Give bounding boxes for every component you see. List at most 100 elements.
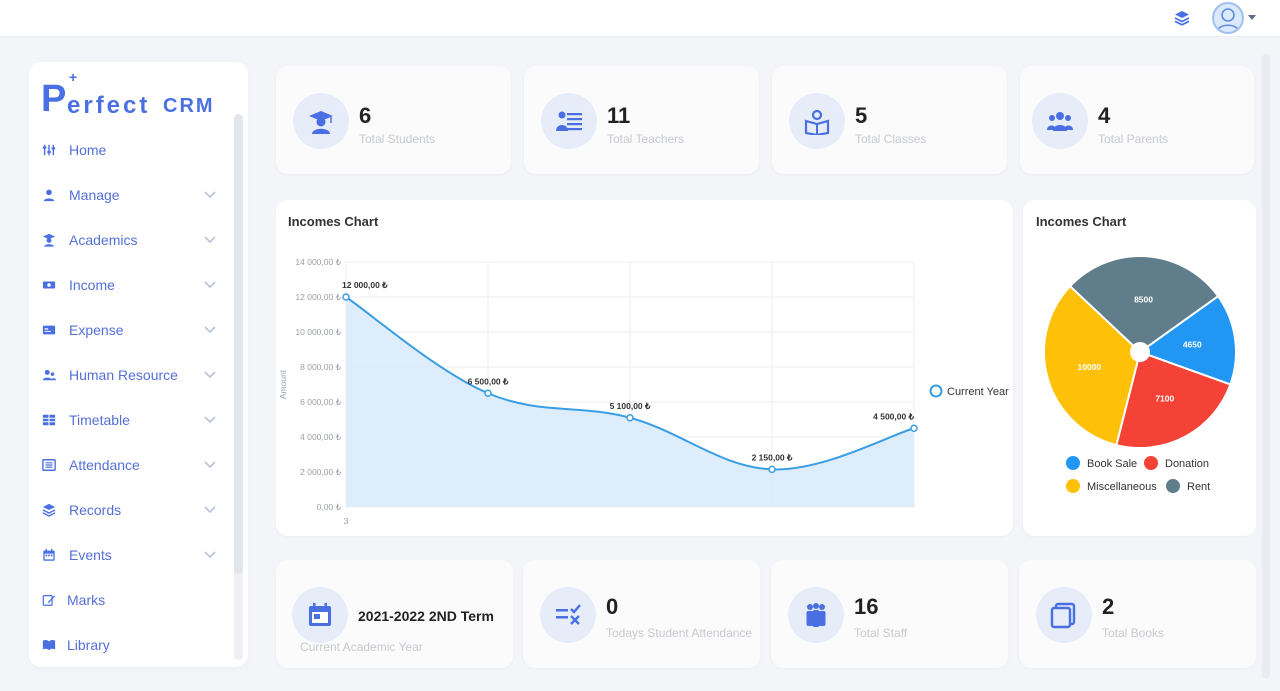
legend-marker	[1066, 479, 1080, 493]
stat-card-total-books[interactable]: 2 Total Books	[1019, 560, 1256, 668]
legend-label: Rent	[1187, 481, 1210, 493]
sidebar-item-events[interactable]: Events	[29, 540, 229, 570]
sidebar-item-label: Expense	[69, 322, 124, 338]
legend-label: Donation	[1165, 458, 1209, 470]
user-icon	[41, 187, 57, 203]
stat-label: Total Staff	[854, 626, 908, 640]
table-icon	[41, 412, 57, 428]
line-chart: 0,00 ₺ 2 000,00 ₺ 4 000,00 ₺ 6 000,00 ₺ 8 00…	[278, 257, 1009, 526]
money-icon	[41, 277, 57, 293]
pie-center	[1130, 342, 1150, 362]
pie-value-label: 4650	[1183, 340, 1202, 350]
avatar[interactable]	[1212, 2, 1244, 34]
stat-label: Total Classes	[855, 132, 927, 146]
stat-card-current-academic-year[interactable]: 2021-2022 2ND Term Current Academic Year	[276, 560, 513, 668]
stat-value: 2	[1102, 594, 1115, 619]
chevron-down-icon[interactable]	[204, 415, 216, 425]
x-tick-label: 3	[344, 516, 349, 526]
book-icon	[41, 637, 57, 653]
books-icon	[1036, 587, 1092, 643]
sidebar-item-label: Home	[69, 142, 107, 158]
sidebar-scrollbar-thumb[interactable]	[234, 114, 243, 574]
list-icon	[41, 457, 57, 473]
sidebar-item-timetable[interactable]: Timetable	[29, 405, 229, 435]
stat-card-total-parents[interactable]: 4 Total Parents	[1020, 66, 1254, 174]
y-tick-label: 4 000,00 ₺	[300, 432, 341, 442]
chevron-down-icon[interactable]	[204, 505, 216, 515]
sidebar-item-expense[interactable]: Expense	[29, 315, 229, 345]
data-label: 4 500,00 ₺	[873, 411, 914, 421]
chevron-down-icon[interactable]	[204, 325, 216, 335]
stat-card-total-classes[interactable]: 5 Total Classes	[772, 66, 1007, 174]
layers-icon	[41, 502, 57, 518]
chevron-down-icon[interactable]	[204, 280, 216, 290]
stat-card-total-teachers[interactable]: 11 Total Teachers	[524, 66, 759, 174]
data-label: 12 000,00 ₺	[342, 280, 388, 290]
data-label: 5 100,00 ₺	[610, 401, 651, 411]
pie-value-label: 7100	[1155, 394, 1174, 404]
pie-slice-book-sale	[1137, 294, 1237, 386]
data-point	[484, 389, 492, 397]
sidebar-item-attendance[interactable]: Attendance	[29, 450, 229, 480]
parents-icon	[1032, 93, 1088, 149]
sidebar-item-label: Attendance	[69, 457, 140, 473]
stat-card-total-students[interactable]: 6 Total Students	[276, 66, 511, 174]
stat-label: Total Teachers	[607, 132, 685, 146]
edit-icon	[41, 592, 57, 608]
teacher-icon	[541, 93, 597, 149]
stat-label: Total Students	[359, 132, 436, 146]
chevron-down-icon[interactable]	[204, 370, 216, 380]
sidebar-item-human-resource[interactable]: Human Resource	[29, 360, 229, 390]
stat-card-todays-student-attendance[interactable]: 0 Todays Student Attendance	[523, 560, 760, 668]
legend-label: Miscellaneous	[1087, 481, 1157, 493]
y-axis-title: Amount	[278, 369, 288, 399]
data-point	[626, 414, 634, 422]
sidebar-item-library[interactable]: Library	[29, 630, 229, 660]
data-point	[342, 293, 350, 301]
user-avatar-icon	[1216, 8, 1240, 32]
pie-chart-title: Incomes Chart	[1036, 214, 1127, 229]
sidebar-item-home[interactable]: Home	[29, 135, 229, 165]
sidebar-item-income[interactable]: Income	[29, 270, 229, 300]
stat-value: 0	[606, 594, 619, 619]
chevron-down-icon[interactable]	[204, 460, 216, 470]
caret-down-icon[interactable]	[1247, 12, 1257, 22]
legend-marker	[1066, 456, 1080, 470]
pie-slice-miscellaneous	[1043, 284, 1142, 447]
stat-value: 6	[359, 103, 372, 128]
sidebar-item-records[interactable]: Records	[29, 495, 229, 525]
stat-value: 4	[1098, 103, 1111, 128]
pie-chart: 4650 7100 10000 8500 Book Sale Donation Miscel…	[1043, 255, 1237, 493]
stat-label: Total Parents	[1098, 132, 1169, 146]
incomes-line-chart-card: Incomes Chart 0,00 ₺ 2 000,00 ₺ 4 000,00 ₺…	[276, 200, 1013, 536]
chevron-down-icon[interactable]	[204, 235, 216, 245]
sidebar-item-marks[interactable]: Marks	[29, 585, 229, 615]
data-label: 6 500,00 ₺	[468, 376, 509, 386]
sidebar-item-label: Events	[69, 547, 112, 563]
calendar-icon	[41, 547, 57, 563]
area-fill	[346, 297, 914, 507]
line-chart-title: Incomes Chart	[288, 214, 379, 229]
layers-icon[interactable]	[1173, 9, 1191, 27]
sidebar-item-academics[interactable]: Academics	[29, 225, 229, 255]
top-bar	[0, 0, 1280, 36]
sidebar-item-label: Marks	[67, 592, 106, 608]
stat-value: 5	[855, 103, 868, 128]
chevron-down-icon[interactable]	[204, 550, 216, 560]
pie-slice-rent	[1068, 255, 1220, 354]
logo[interactable]: + P erfect CRM	[41, 70, 241, 120]
calendar-icon	[292, 587, 348, 643]
sidebar-item-label: Timetable	[69, 412, 130, 428]
legend-marker	[929, 384, 943, 398]
stat-card-total-staff[interactable]: 16 Total Staff	[771, 560, 1008, 668]
sidebar-item-label: Records	[69, 502, 122, 518]
pie-value-label: 8500	[1134, 294, 1153, 304]
page-scrollbar[interactable]	[1262, 54, 1270, 679]
stat-value: 2021-2022 2ND Term	[358, 608, 494, 624]
chevron-down-icon[interactable]	[204, 190, 216, 200]
pie-value-label: 10000	[1077, 362, 1101, 372]
sidebar-item-manage[interactable]: Manage	[29, 180, 229, 210]
stat-value: 11	[607, 103, 631, 128]
pie-slice-donation	[1115, 350, 1232, 449]
card-icon	[41, 322, 57, 338]
